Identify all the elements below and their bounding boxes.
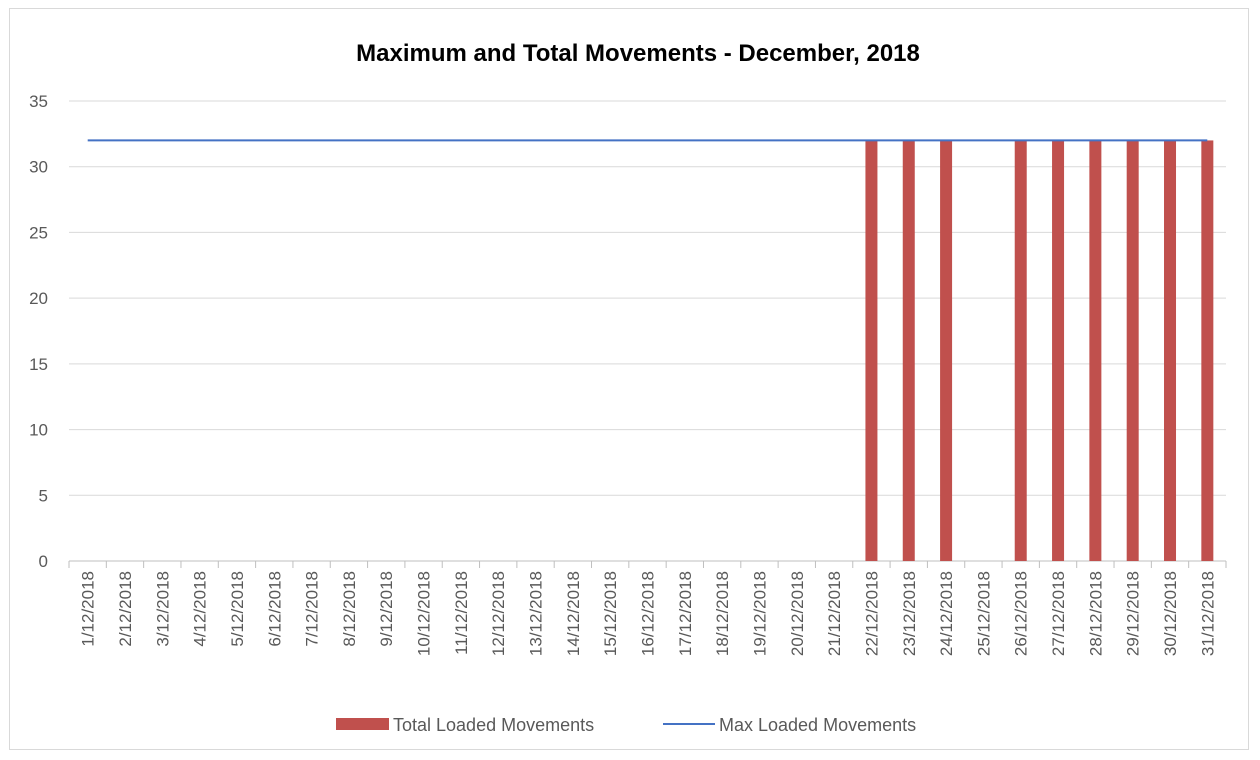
x-tick-label: 10/12/2018: [415, 571, 434, 656]
y-tick-label: 30: [29, 158, 48, 177]
bar-total-loaded-movements: [940, 140, 953, 561]
legend-label-total-loaded: Total Loaded Movements: [393, 715, 594, 735]
y-tick-label: 25: [29, 223, 48, 242]
x-tick-label: 12/12/2018: [489, 571, 508, 656]
legend-label-max-loaded: Max Loaded Movements: [719, 715, 916, 735]
x-tick-label: 5/12/2018: [228, 571, 247, 647]
y-axis-ticks: 0 5 10 15 20 25 30 35: [29, 92, 48, 571]
x-tick-label: 9/12/2018: [377, 571, 396, 647]
legend: Total Loaded Movements Max Loaded Moveme…: [336, 715, 916, 735]
y-tick-label: 20: [29, 289, 48, 308]
x-tick-label: 19/12/2018: [750, 571, 769, 656]
x-tick-label: 17/12/2018: [676, 571, 695, 656]
x-tick-label: 4/12/2018: [191, 571, 210, 647]
x-tick-label: 29/12/2018: [1124, 571, 1143, 656]
x-tick-label: 13/12/2018: [527, 571, 546, 656]
x-tick-label: 15/12/2018: [601, 571, 620, 656]
x-tick-label: 6/12/2018: [265, 571, 284, 647]
bar-total-loaded-movements: [1014, 140, 1027, 561]
x-tick-label: 22/12/2018: [862, 571, 881, 656]
chart-svg: Maximum and Total Movements - December, …: [29, 40, 1227, 735]
y-tick-label: 0: [39, 552, 48, 571]
x-tick-label: 7/12/2018: [303, 571, 322, 647]
bar-total-loaded-movements: [865, 140, 878, 561]
x-tick-label: 2/12/2018: [116, 571, 135, 647]
y-tick-label: 10: [29, 421, 48, 440]
y-tick-label: 15: [29, 355, 48, 374]
x-tick-label: 31/12/2018: [1198, 571, 1217, 656]
x-tick-label: 20/12/2018: [788, 571, 807, 656]
bar-total-loaded-movements: [902, 140, 915, 561]
x-tick-label: 24/12/2018: [937, 571, 956, 656]
x-tick-label: 3/12/2018: [153, 571, 172, 647]
bar-series: [865, 140, 1214, 561]
x-tick-label: 26/12/2018: [1012, 571, 1031, 656]
x-tick-label: 18/12/2018: [713, 571, 732, 656]
x-tick-label: 11/12/2018: [452, 571, 471, 655]
x-axis-ticks: 1/12/2018 2/12/2018 3/12/2018 4/12/2018 5/12…: [79, 571, 1218, 656]
x-tick-label: 30/12/2018: [1161, 571, 1180, 656]
x-tick-label: 28/12/2018: [1086, 571, 1105, 656]
legend-swatch-total-loaded: [336, 718, 389, 730]
x-tick-label: 14/12/2018: [564, 571, 583, 656]
grid-layer: [68, 100, 1227, 568]
bar-total-loaded-movements: [1164, 140, 1177, 561]
chart-title: Maximum and Total Movements - December, …: [356, 40, 920, 67]
bar-total-loaded-movements: [1052, 140, 1065, 561]
x-tick-label: 27/12/2018: [1049, 571, 1068, 656]
bar-total-loaded-movements: [1089, 140, 1102, 561]
x-tick-label: 8/12/2018: [340, 571, 359, 647]
x-tick-label: 16/12/2018: [639, 571, 658, 656]
bar-total-loaded-movements: [1201, 140, 1214, 561]
y-tick-label: 35: [29, 92, 48, 111]
bar-total-loaded-movements: [1126, 140, 1139, 561]
chart-frame: Maximum and Total Movements - December, …: [9, 8, 1249, 750]
x-tick-label: 23/12/2018: [900, 571, 919, 656]
x-tick-label: 21/12/2018: [825, 571, 844, 656]
y-tick-label: 5: [39, 486, 48, 505]
x-tick-label: 1/12/2018: [79, 571, 98, 647]
x-tick-label: 25/12/2018: [974, 571, 993, 656]
